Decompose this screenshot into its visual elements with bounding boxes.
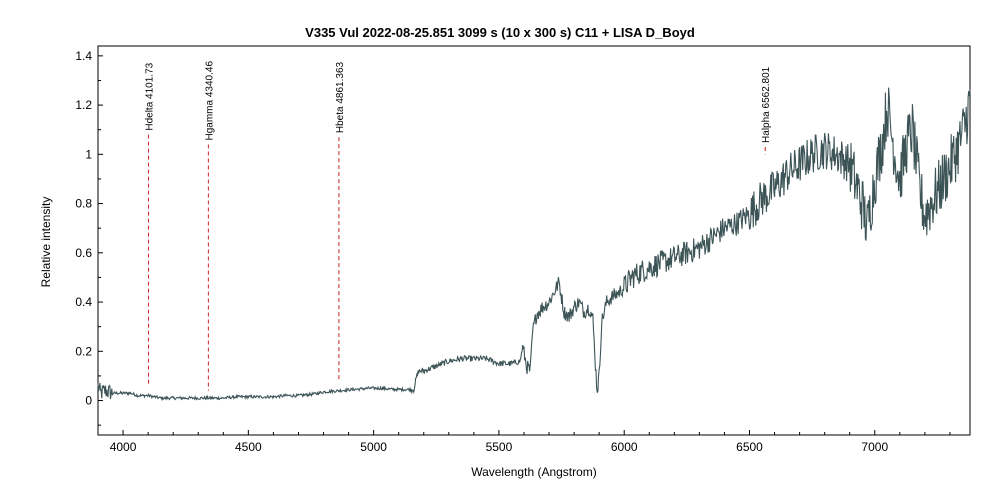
chart-title: V335 Vul 2022-08-25.851 3099 s (10 x 300… xyxy=(305,25,695,40)
y-axis-label: Relative intensity xyxy=(39,197,53,288)
ref-line-label-hbeta: Hbeta 4861.363 xyxy=(335,61,346,133)
y-tick-label: 0.8 xyxy=(75,197,92,211)
x-axis-label: Wavelength (Angstrom) xyxy=(471,465,597,479)
spectrum-layer xyxy=(97,87,971,402)
ref-line-label-hgamma: Hgamma 4340.46 xyxy=(204,61,215,141)
ref-line-label-hdelta: Hdelta 4101.73 xyxy=(145,62,156,130)
x-tick-label: 6500 xyxy=(736,440,763,454)
y-tick-label: 0.4 xyxy=(75,295,92,309)
y-tick-label: 0.2 xyxy=(75,344,92,358)
y-tick-label: 0.6 xyxy=(75,246,92,260)
x-tick-label: 5500 xyxy=(486,440,513,454)
x-tick-label: 6000 xyxy=(611,440,638,454)
x-tick-label: 4000 xyxy=(110,440,137,454)
x-tick-label: 4500 xyxy=(235,440,262,454)
x-tick-label: 7000 xyxy=(861,440,888,454)
x-tick-label: 5000 xyxy=(360,440,387,454)
y-axis: 0 0.2 0.4 0.6 0.8 1 1.2 1.4 xyxy=(75,49,103,426)
y-tick-label: 0 xyxy=(85,394,92,408)
reference-lines-layer: Hdelta 4101.73 Hgamma 4340.46 Hbeta 4861.3… xyxy=(145,61,772,391)
x-axis: 4000 4500 5000 5500 6000 6500 7000 xyxy=(97,430,951,454)
ref-line-label-halpha: Halpha 6562.801 xyxy=(761,66,772,143)
y-tick-label: 1 xyxy=(85,147,92,161)
spectrum-line xyxy=(97,87,971,402)
plot-area xyxy=(97,45,971,436)
y-tick-label: 1.2 xyxy=(75,98,92,112)
y-tick-label: 1.4 xyxy=(75,49,92,63)
